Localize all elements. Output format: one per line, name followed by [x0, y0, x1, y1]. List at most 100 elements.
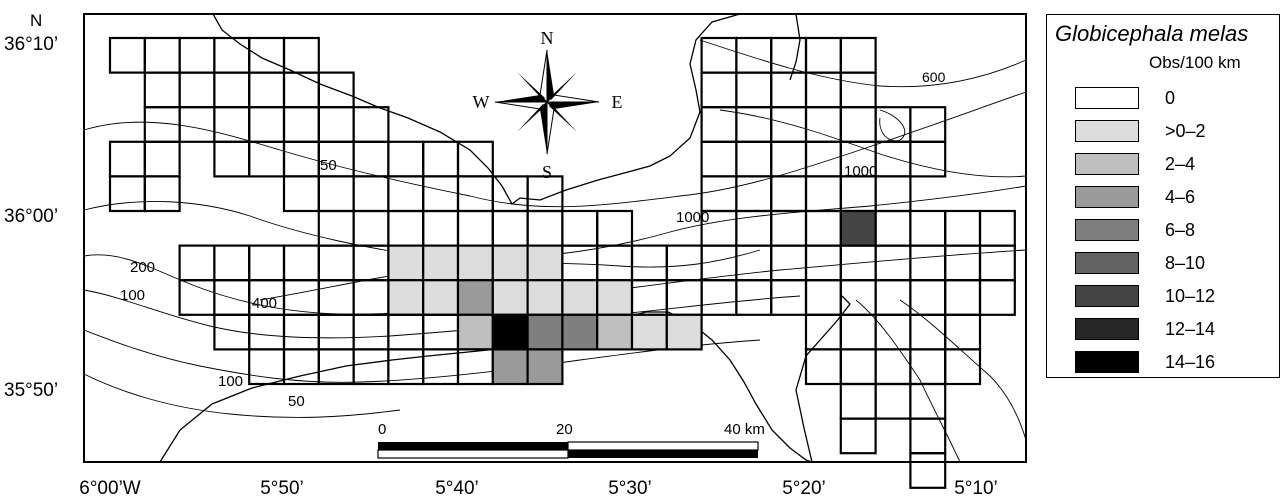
grid-cell — [352, 348, 390, 386]
grid-cell — [804, 36, 842, 74]
scale-label-20: 20 — [556, 421, 573, 438]
grid-cell — [213, 106, 251, 143]
contour-label: 50 — [288, 393, 305, 410]
grid-cell — [630, 313, 668, 351]
grid-cell — [108, 175, 146, 213]
compass-n-label: N — [541, 28, 554, 48]
grid-cell — [248, 313, 286, 351]
grid-cell — [143, 106, 181, 143]
grid-cell — [770, 209, 808, 247]
grid-cell — [491, 175, 529, 213]
legend-label: 2–4 — [1165, 154, 1196, 174]
grid-cell — [282, 71, 320, 109]
grid-cell — [839, 348, 877, 386]
grid-cell — [422, 279, 460, 316]
grid-cell — [213, 244, 251, 282]
grid-cell — [422, 175, 460, 213]
grid-cell — [178, 36, 216, 74]
grid-cell — [491, 348, 529, 386]
grid-cell — [317, 209, 355, 247]
grid-cell — [909, 417, 947, 455]
grid-cell — [248, 244, 286, 282]
grid-cell — [317, 279, 355, 316]
legend-label: 10–12 — [1165, 286, 1216, 306]
grid-cell — [596, 313, 634, 351]
grid-cell — [839, 36, 877, 74]
grid-cell — [491, 279, 529, 316]
grid-cell — [596, 209, 634, 247]
grid-cell — [874, 140, 912, 178]
grid-cell — [944, 348, 982, 386]
contour-label: 100 — [218, 373, 243, 390]
grid-cell — [352, 279, 390, 316]
legend-swatch — [1075, 87, 1139, 109]
grid-cell — [526, 279, 564, 316]
grid-cell — [248, 140, 286, 178]
grid-cell — [944, 209, 982, 247]
grid-cell — [213, 313, 251, 351]
grid-cell — [874, 348, 912, 386]
grid-cell — [248, 71, 286, 109]
grid-cell — [178, 106, 216, 143]
grid-cell — [456, 348, 494, 386]
legend-label: 14–16 — [1165, 352, 1216, 372]
grid-cell — [561, 313, 599, 351]
grid-cell — [909, 313, 947, 351]
grid-cell — [874, 313, 912, 351]
grid-cell — [804, 348, 842, 386]
grid-cell — [944, 279, 982, 316]
grid-cell — [108, 140, 146, 178]
legend-label: 4–6 — [1165, 187, 1196, 207]
grid-cell — [387, 244, 425, 282]
grid-cell — [839, 209, 877, 247]
legend-label: 8–10 — [1165, 253, 1206, 273]
grid-cell — [804, 106, 842, 143]
grid-cell — [909, 140, 947, 178]
grid-cell — [944, 244, 982, 282]
grid-cell — [178, 71, 216, 109]
grid-cell — [804, 244, 842, 282]
grid-cell — [596, 244, 634, 282]
grid-cell — [596, 279, 634, 316]
survey-grid — [108, 36, 1016, 489]
grid-cell — [213, 36, 251, 74]
legend-swatch — [1075, 351, 1139, 373]
grid-cell — [178, 244, 216, 282]
grid-cell — [526, 313, 564, 351]
grid-cell — [108, 36, 146, 74]
grid-cell — [978, 279, 1016, 316]
grid-cell — [909, 279, 947, 316]
grid-cell — [735, 279, 773, 316]
grid-cell — [909, 348, 947, 386]
grid-cell — [387, 279, 425, 316]
grid-cell — [665, 313, 703, 351]
grid-cell — [317, 313, 355, 351]
grid-cell — [839, 417, 877, 455]
grid-cell — [735, 140, 773, 178]
grid-cell — [491, 209, 529, 247]
contour-label: 600 — [922, 69, 946, 85]
grid-cell — [839, 244, 877, 282]
grid-cell — [352, 106, 390, 143]
lat-label: 36°10’ — [4, 34, 58, 55]
grid-cell — [491, 313, 529, 351]
grid-cell — [456, 209, 494, 247]
contour-label: 50 — [320, 157, 337, 174]
scale-bar: 0 20 40 km — [377, 421, 765, 459]
legend-label: >0–2 — [1165, 121, 1206, 141]
legend-swatch — [1075, 153, 1139, 175]
contour-labels: 600 1000 1000 50 200 100 400 100 50 — [120, 69, 946, 410]
grid-cell — [700, 106, 738, 143]
grid-cell — [839, 382, 877, 420]
lon-label: 5°20’ — [782, 478, 826, 499]
grid-cell — [874, 106, 912, 143]
lon-label: 5°30’ — [608, 478, 652, 499]
grid-cell — [352, 140, 390, 178]
legend-swatch — [1075, 120, 1139, 142]
grid-cell — [839, 313, 877, 351]
grid-cell — [944, 313, 982, 351]
grid-cell — [282, 36, 320, 74]
lat-label: 35°50’ — [4, 380, 58, 401]
grid-cell — [561, 279, 599, 316]
compass-e-label: E — [612, 92, 623, 112]
